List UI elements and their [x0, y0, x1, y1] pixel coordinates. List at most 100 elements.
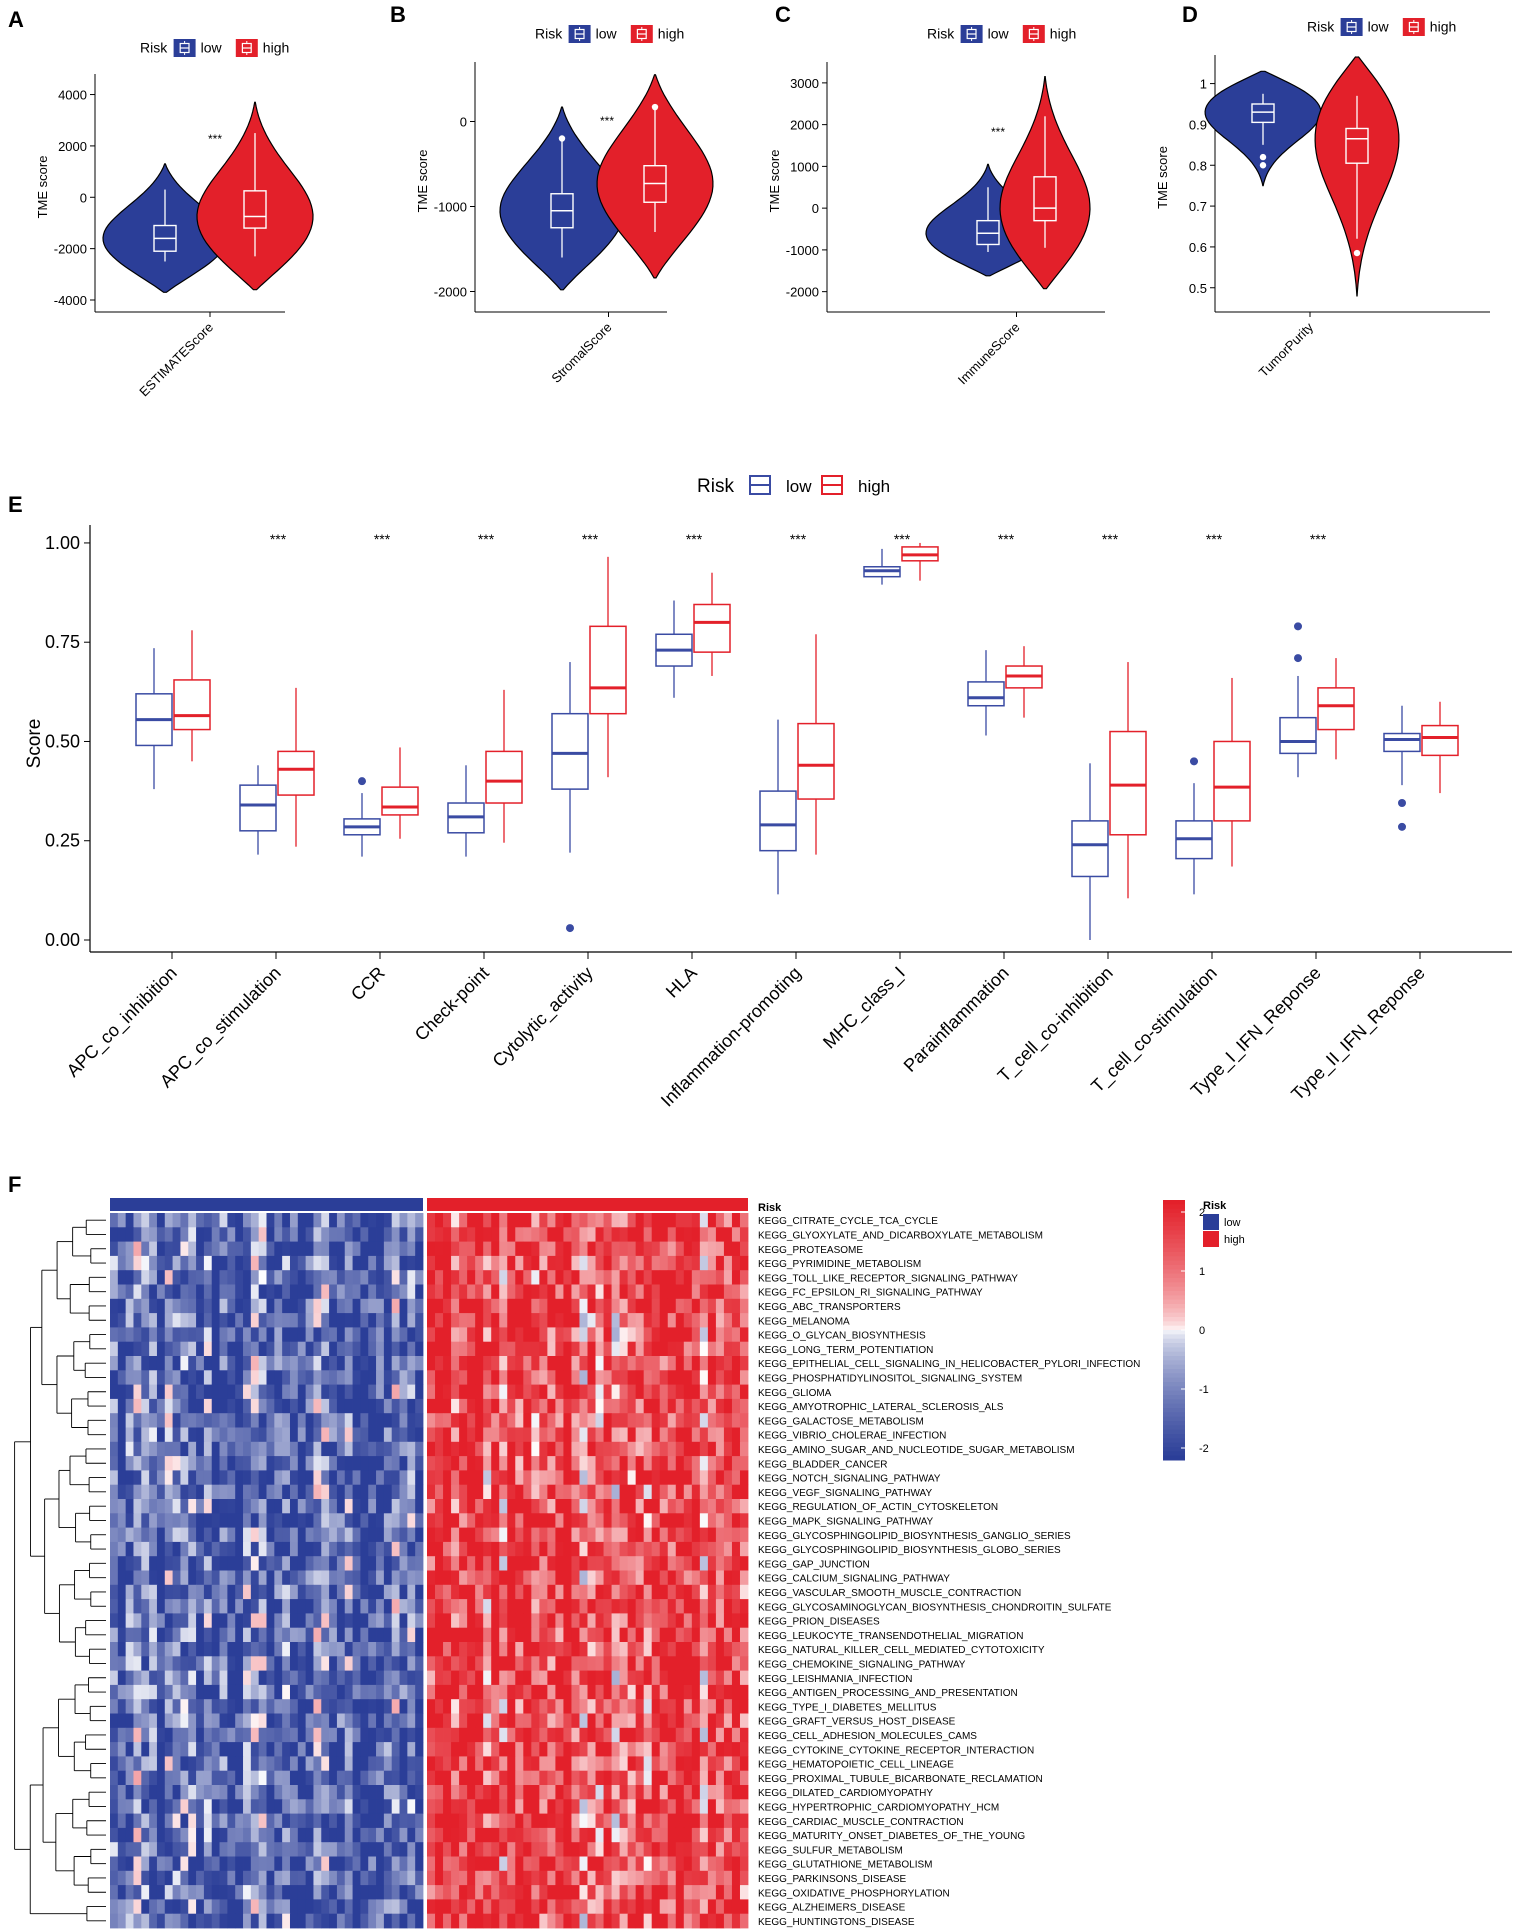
heatmap-cell — [499, 1885, 508, 1900]
heatmap-cell — [321, 1513, 330, 1528]
heatmap-cell — [515, 1284, 524, 1300]
heatmap-cell — [282, 1456, 291, 1471]
heatmap-cell — [595, 1785, 604, 1800]
heatmap-cell — [619, 1827, 629, 1843]
scale-step — [1163, 1243, 1185, 1249]
heatmap-cell — [243, 1499, 252, 1514]
heatmap-cell — [250, 1785, 260, 1800]
box-high — [1345, 127, 1369, 164]
heatmap-cell — [643, 1842, 653, 1857]
heatmap-cell — [731, 1427, 741, 1443]
significance-label: *** — [374, 531, 391, 547]
heatmap-cell — [459, 1670, 468, 1686]
heatmap-cell — [344, 1484, 353, 1500]
heatmap-cell — [196, 1613, 205, 1629]
heatmap-cell — [164, 1827, 173, 1843]
heatmap-cell — [443, 1913, 452, 1929]
heatmap-cell — [443, 1413, 452, 1428]
heatmap-cell — [188, 1313, 197, 1328]
violin-body-high — [999, 75, 1091, 290]
heatmap-cell — [619, 1313, 629, 1328]
heatmap-cell — [531, 1799, 540, 1814]
heatmap-cell — [459, 1384, 468, 1400]
heatmap-cell — [467, 1584, 476, 1600]
heatmap-cell — [235, 1770, 244, 1786]
heatmap-cell — [555, 1742, 564, 1757]
heatmap-cell — [459, 1642, 468, 1657]
heatmap-cell — [579, 1470, 588, 1486]
x-tick-label: CCR — [347, 963, 389, 1005]
heatmap-cell — [643, 1556, 653, 1571]
heatmap-cell — [723, 1813, 733, 1829]
heatmap-cell — [507, 1627, 516, 1643]
heatmap-cell — [683, 1842, 693, 1857]
heatmap-cell — [203, 1713, 213, 1729]
heatmap-cell — [667, 1255, 677, 1271]
heatmap-cell — [611, 1599, 621, 1614]
heatmap-cell — [274, 1270, 283, 1285]
outlier-point — [1398, 822, 1406, 831]
heatmap-cell — [579, 1684, 588, 1700]
heatmap-cell — [739, 1427, 749, 1443]
heatmap-cell — [289, 1398, 299, 1414]
heatmap-cell — [329, 1456, 338, 1471]
heatmap-cell — [344, 1913, 353, 1929]
heatmap-cell — [352, 1642, 361, 1657]
heatmap-cell — [731, 1527, 741, 1543]
heatmap-cell — [739, 1656, 749, 1671]
heatmap-cell — [595, 1599, 604, 1614]
heatmap-cell — [133, 1656, 142, 1671]
heatmap-cell — [399, 1470, 408, 1486]
legend-label-low: low — [988, 26, 1010, 42]
heatmap-cell — [707, 1799, 717, 1814]
heatmap-cell — [282, 1570, 291, 1586]
heatmap-cell — [547, 1699, 556, 1714]
heatmap-cell — [451, 1870, 460, 1886]
heatmap-cell — [164, 1456, 173, 1471]
heatmap-cell — [391, 1756, 400, 1772]
heatmap-cell — [675, 1613, 685, 1629]
heatmap-cell — [196, 1227, 205, 1242]
heatmap-cell — [723, 1656, 733, 1671]
heatmap-cell — [571, 1813, 580, 1829]
heatmap-cell — [587, 1599, 596, 1614]
heatmap-cell — [715, 1799, 725, 1814]
heatmap-cell — [595, 1684, 604, 1700]
heatmap-cell — [491, 1856, 500, 1872]
heatmap-cell — [531, 1770, 540, 1786]
heatmap-cell — [141, 1813, 150, 1829]
heatmap-cell — [352, 1770, 361, 1786]
heatmap-cell — [141, 1270, 150, 1285]
heatmap-cell — [407, 1656, 416, 1671]
heatmap-cell — [635, 1499, 645, 1514]
heatmap-cell — [110, 1885, 119, 1900]
heatmap-cell — [391, 1270, 400, 1285]
heatmap-cell — [211, 1770, 220, 1786]
heatmap-cell — [555, 1241, 564, 1257]
heatmap-cell — [723, 1599, 733, 1614]
heatmap-cell — [368, 1499, 377, 1514]
heatmap-cell — [117, 1527, 127, 1543]
heatmap-cell — [683, 1584, 693, 1600]
heatmap-cell — [643, 1370, 653, 1385]
heatmap-cell — [110, 1313, 119, 1328]
heatmap-cell — [266, 1713, 275, 1729]
heatmap-cell — [297, 1556, 307, 1571]
heatmap-cell — [211, 1684, 220, 1700]
heatmap-cell — [667, 1484, 677, 1500]
heatmap-cell — [467, 1499, 476, 1514]
heatmap-cell — [407, 1699, 416, 1714]
heatmap-cell — [627, 1799, 637, 1814]
heatmap-cell — [619, 1398, 629, 1414]
heatmap-cell — [627, 1370, 637, 1385]
heatmap-cell — [691, 1427, 701, 1443]
heatmap-cell — [571, 1470, 580, 1486]
heatmap-cell — [475, 1213, 484, 1228]
heatmap-cell — [459, 1627, 468, 1643]
heatmap-cell — [563, 1699, 572, 1714]
heatmap-cell — [368, 1885, 377, 1900]
heatmap-cell — [196, 1799, 205, 1814]
heatmap-cell — [203, 1227, 213, 1242]
heatmap-cell — [547, 1713, 556, 1729]
